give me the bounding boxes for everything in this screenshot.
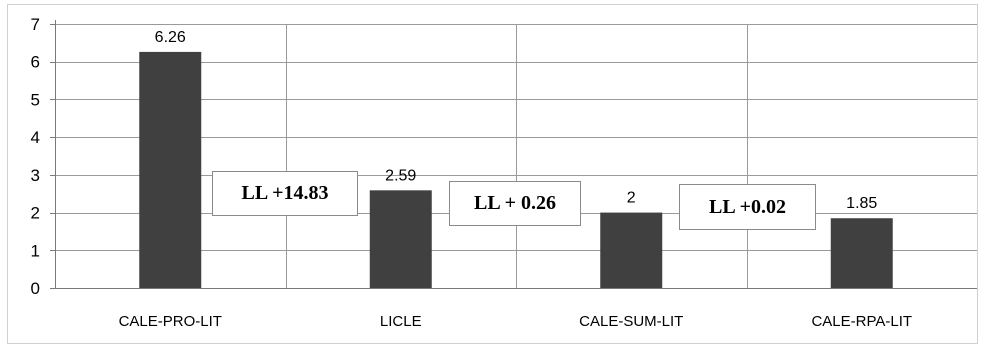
chart-outer-border (7, 4, 978, 344)
annotation-ll-14-83: LL +14.83 (212, 171, 358, 216)
y-tick-label: 1 (31, 241, 40, 260)
y-tick-label: 5 (31, 90, 40, 109)
y-tick-label: 6 (31, 53, 40, 72)
category-label: CALE-RPA-LIT (811, 313, 912, 330)
data-label: 1.85 (846, 195, 877, 212)
category-label: LICLE (380, 313, 422, 330)
y-tick-label: 0 (31, 279, 40, 298)
y-tick-label: 2 (31, 204, 40, 223)
bar-cale-sum-lit (600, 212, 663, 288)
data-label: 2.59 (385, 167, 416, 184)
bar-cale-pro-lit (139, 51, 202, 289)
category-label: CALE-PRO-LIT (119, 313, 222, 330)
axes (50, 20, 977, 289)
bar-licle (369, 190, 432, 288)
y-tick-label: 3 (31, 166, 40, 185)
data-label: 2 (627, 190, 636, 207)
bar-cale-rpa-lit (830, 218, 893, 288)
annotation-ll-0-02: LL +0.02 (679, 184, 816, 230)
category-labels: CALE-PRO-LIT LICLE CALE-SUM-LIT CALE-RPA-LI… (119, 313, 912, 330)
y-tick-label: 4 (31, 128, 40, 147)
bars (139, 51, 893, 289)
y-tick-labels: 0 1 2 3 4 5 6 7 (31, 15, 40, 298)
data-label: 6.26 (155, 29, 186, 46)
annotation-ll-0-26: LL + 0.26 (449, 181, 581, 226)
gridlines (55, 24, 977, 288)
data-labels: 6.26 2.59 2 1.85 (155, 29, 878, 212)
y-tick-label: 7 (31, 15, 40, 34)
category-label: CALE-SUM-LIT (579, 313, 683, 330)
